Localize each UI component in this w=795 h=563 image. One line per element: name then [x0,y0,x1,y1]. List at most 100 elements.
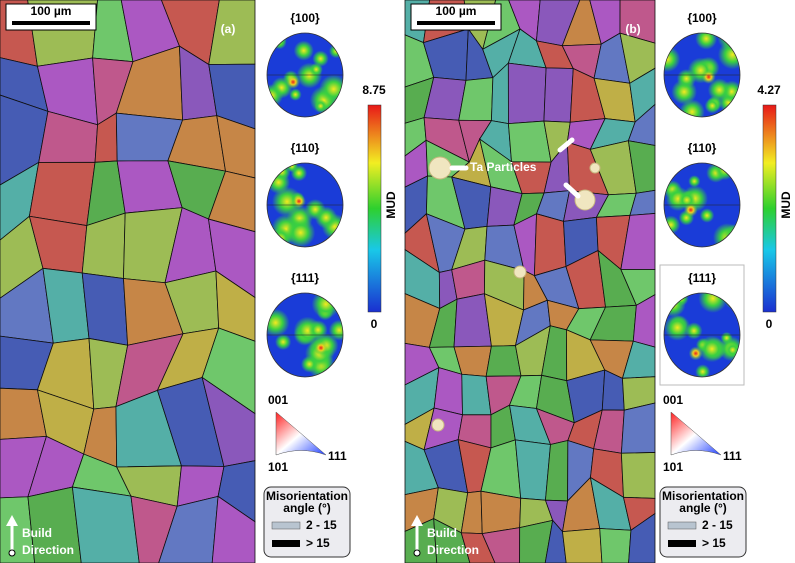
pole-blob [724,293,740,309]
pole-outline [663,162,741,248]
pole-outline [266,162,344,248]
ipf-label: 101 [663,460,683,474]
grain [81,272,129,346]
pole-figure-label: {111} [688,271,716,285]
legend-box [659,486,747,558]
grain [0,496,36,563]
pole-figure-label: {110} [291,141,320,155]
build-direction: Build [427,526,457,540]
grain [507,62,547,125]
pole-blob [289,88,302,101]
pole-blob [267,33,288,49]
grain [404,518,438,563]
legend-title: angle (°) [283,501,330,515]
legend-item: 2 - 15 [702,518,733,532]
pole-figure [663,292,741,378]
grain [28,161,96,227]
pole-figure-label: {110} [688,141,717,155]
pole-blob [707,78,731,102]
colorbar [762,104,777,313]
build-arrow-head [411,515,423,526]
pole-figure [266,162,344,248]
grain [628,512,656,563]
ipf-label: 111 [328,449,347,463]
grain [433,517,471,563]
pole-figure [663,162,741,248]
grain [514,439,551,501]
pole-peak [286,74,301,89]
legend-item: > 15 [306,536,330,550]
colorbar-label: MUD [779,191,793,219]
grain [599,528,632,563]
pole-blob [290,165,308,182]
legend-swatch [667,521,697,530]
pole-blob [314,99,328,113]
colorbar-max: 4.27 [757,83,781,97]
grain [620,402,656,454]
pole-figure-label: {111} [291,271,319,285]
pole-blob [679,99,705,117]
pole-blob [267,308,290,337]
pole-frame [659,264,745,386]
grain [519,519,554,563]
pole-figure-label: {100} [687,11,717,25]
ipf-triangle [670,411,722,456]
pole-blob [695,364,711,377]
pole-peak [291,194,306,209]
pole-blob [309,62,323,77]
colorbar-min: 0 [371,317,378,331]
pole-blob [723,224,740,247]
build-direction: Direction [427,543,479,557]
grain [460,532,496,563]
ta-particle [428,156,452,180]
annotation-arrow [563,182,581,199]
pole-blob [312,50,329,67]
grain [620,452,656,499]
legend-title: Misorientation [662,489,744,503]
grain [562,528,603,563]
pole-blob [664,314,691,341]
pole-blob [285,218,316,247]
grain [158,495,219,563]
grain [543,67,574,123]
scale-bar-box [5,3,97,31]
legend-swatch [271,521,301,530]
pole-blob [664,215,681,235]
pole-figure [266,292,344,378]
build-origin [8,549,16,557]
ipf-triangle [275,411,327,456]
pole-blob [699,208,715,223]
scale-bar-label: 100 µm [436,4,477,18]
pole-blob [329,163,343,182]
pole-blob [314,206,338,229]
pole-blob [328,319,343,341]
build-origin [413,549,421,557]
annotation: Ta Particles [470,160,537,174]
pole-blob [673,293,689,306]
pole-blob [311,293,341,319]
pole-peak [701,69,716,84]
scale-bar [12,21,90,25]
ta-particle [589,162,601,174]
pole-blob [308,320,328,340]
build-arrow-head [6,515,18,526]
pole-blob [664,46,681,72]
pole-blob [698,335,726,363]
pole-outline [663,292,741,378]
grain [544,519,567,563]
pole-blob [714,163,735,181]
pole-blob [704,98,720,114]
scale-bar [417,21,495,25]
colorbar-min: 0 [766,317,773,331]
build-direction: Build [22,526,52,540]
legend-box [263,486,351,558]
ipf-label: 001 [268,393,288,407]
colorbar-max: 8.75 [362,83,386,97]
grain [433,367,463,416]
scale-bar-box [410,3,502,31]
pole-outline [266,32,344,118]
ipf-label: 101 [268,460,288,474]
ipf-label: 001 [663,393,683,407]
legend-title: angle (°) [679,501,726,515]
